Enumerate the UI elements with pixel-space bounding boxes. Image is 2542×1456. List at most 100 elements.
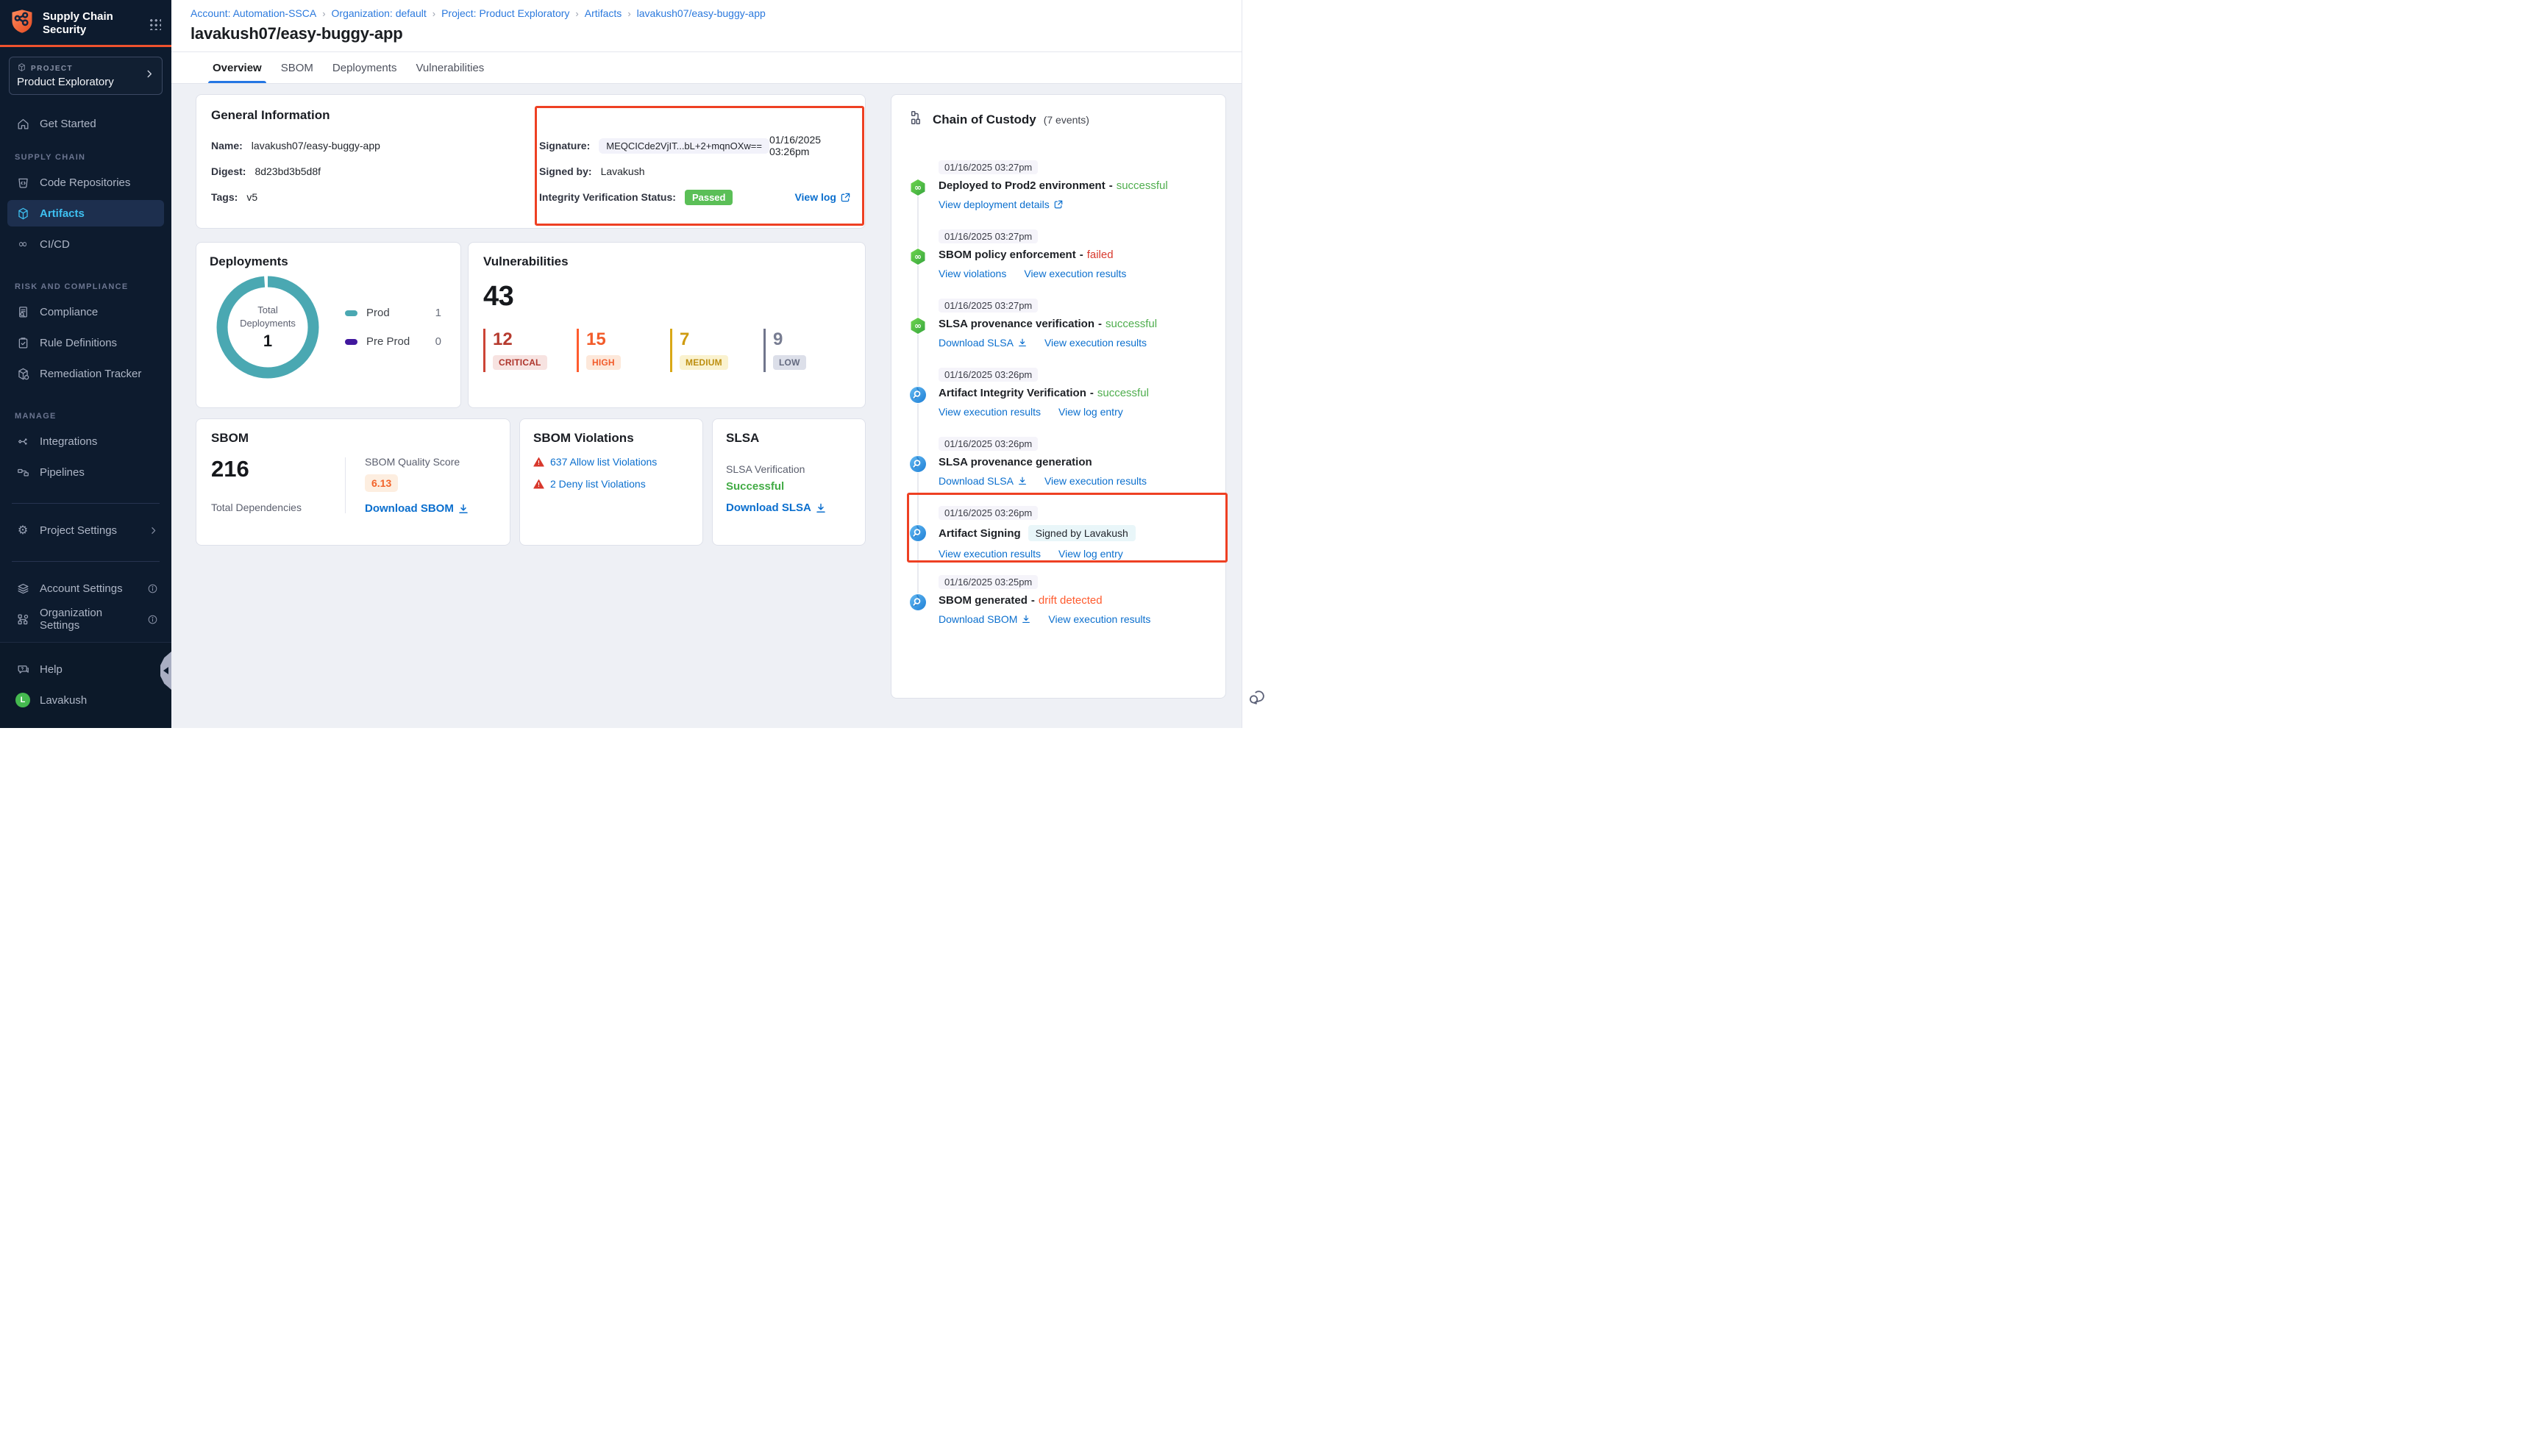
sidebar-item-compliance[interactable]: Compliance xyxy=(7,299,164,325)
sbom-card: SBOM 216 Total Dependencies SBOM Quality… xyxy=(196,418,510,546)
field-signature: Signature: MEQCICde2VjIT...bL+2+mqnOXw==… xyxy=(539,134,850,157)
svg-text:∞: ∞ xyxy=(914,182,922,193)
sidebar-header: Supply Chain Security xyxy=(0,0,171,45)
event-title: Deployed to Prod2 environment xyxy=(939,179,1106,192)
module-grid-icon[interactable] xyxy=(148,16,161,30)
field-digest: Digest: 8d23bd3b5d8f xyxy=(211,165,321,177)
event-status: successful xyxy=(1106,318,1158,330)
breadcrumb-artifact-name[interactable]: lavakush07/easy-buggy-app xyxy=(636,7,766,19)
sidebar-item-integrations[interactable]: Integrations xyxy=(7,428,164,454)
remediation-cube-icon xyxy=(15,365,31,382)
download-slsa-link[interactable]: Download SLSA xyxy=(939,337,1027,349)
download-slsa-link[interactable]: Download SLSA xyxy=(726,502,826,514)
view-execution-results-link[interactable]: View execution results xyxy=(1024,268,1127,279)
view-execution-results-link[interactable]: View execution results xyxy=(1048,613,1151,625)
legend-item-preprod: Pre Prod 0 xyxy=(345,335,441,348)
infinity-icon: ∞ xyxy=(18,237,28,251)
card-title: General Information xyxy=(211,108,330,122)
event-title: SBOM generated xyxy=(939,594,1028,607)
sidebar: Supply Chain Security PROJECT Product Ex… xyxy=(0,0,171,728)
breadcrumb-artifacts[interactable]: Artifacts xyxy=(584,7,622,19)
allow-list-violations-link[interactable]: 637 Allow list Violations xyxy=(550,456,658,468)
nav-section-risk: RISK AND COMPLIANCE xyxy=(15,282,129,291)
download-slsa-link[interactable]: Download SLSA xyxy=(939,475,1027,487)
info-icon[interactable] xyxy=(147,614,158,625)
breadcrumb-project[interactable]: Project: Product Exploratory xyxy=(441,7,570,19)
deployments-donut-chart: Total Deployments 1 xyxy=(213,272,323,382)
card-title: SBOM xyxy=(211,431,249,445)
info-icon[interactable] xyxy=(147,583,158,594)
view-violations-link[interactable]: View violations xyxy=(939,268,1007,279)
supply-chain-security-logo-icon xyxy=(9,7,35,39)
sidebar-footer: Help L Lavakush xyxy=(0,642,171,728)
deployments-legend: Prod 1 Pre Prod 0 xyxy=(323,307,447,348)
sidebar-item-account-settings[interactable]: Account Settings xyxy=(7,575,164,602)
sidebar-item-help[interactable]: Help xyxy=(7,656,164,682)
tab-sbom[interactable]: SBOM xyxy=(280,61,313,74)
event-slsa-provenance-generation: 01/16/2025 03:26pm SLSA provenance gener… xyxy=(909,437,1208,493)
event-title: SLSA provenance verification xyxy=(939,318,1095,330)
tab-overview[interactable]: Overview xyxy=(208,52,266,83)
sidebar-divider xyxy=(12,503,160,504)
chevron-right-icon xyxy=(144,69,154,83)
allow-list-violations-row: 637 Allow list Violations xyxy=(533,456,689,468)
chain-of-custody-panel: Chain of Custody (7 events) ∞ 01/16/2025… xyxy=(891,94,1226,699)
app-title: Supply Chain Security xyxy=(43,10,113,36)
breadcrumb-account[interactable]: Account: Automation-SSCA xyxy=(191,7,317,19)
chevron-right-icon xyxy=(149,526,158,535)
tab-deployments[interactable]: Deployments xyxy=(332,61,397,74)
card-title: SBOM Violations xyxy=(533,431,634,445)
view-log-entry-link[interactable]: View log entry xyxy=(1058,406,1123,418)
project-selector[interactable]: PROJECT Product Exploratory xyxy=(9,57,163,95)
svg-text:∞: ∞ xyxy=(914,321,922,331)
sidebar-item-cicd[interactable]: ∞ CI/CD xyxy=(7,231,164,257)
sidebar-item-pipelines[interactable]: Pipelines xyxy=(7,459,164,485)
sidebar-item-code-repositories[interactable]: Code Repositories xyxy=(7,169,164,196)
legend-item-prod: Prod 1 xyxy=(345,307,441,319)
sidebar-item-get-started[interactable]: Get Started xyxy=(7,110,164,137)
organization-settings-icon xyxy=(15,611,31,627)
compliance-document-icon xyxy=(15,304,31,320)
view-execution-results-link[interactable]: View execution results xyxy=(939,548,1042,560)
field-signed-by: Signed by: Lavakush xyxy=(539,165,645,177)
slsa-card: SLSA SLSA Verification Successful Downlo… xyxy=(712,418,866,546)
donut-total-value: 1 xyxy=(263,331,273,350)
download-sbom-link[interactable]: Download SBOM xyxy=(939,613,1030,625)
tab-vulnerabilities[interactable]: Vulnerabilities xyxy=(416,61,485,74)
view-execution-results-link[interactable]: View execution results xyxy=(1044,475,1147,487)
home-icon xyxy=(15,115,31,132)
view-execution-results-link[interactable]: View execution results xyxy=(939,406,1042,418)
view-deployment-details-link[interactable]: View deployment details xyxy=(939,199,1063,210)
breadcrumb-organization[interactable]: Organization: default xyxy=(331,7,427,19)
download-sbom-link[interactable]: Download SBOM xyxy=(365,502,469,515)
sidebar-item-project-settings[interactable]: ⚙ Project Settings xyxy=(7,517,164,543)
deny-list-violations-link[interactable]: 2 Deny list Violations xyxy=(550,478,646,490)
sidebar-collapse-handle[interactable] xyxy=(160,652,171,690)
sidebar-item-organization-settings[interactable]: Organization Settings xyxy=(7,606,164,632)
breadcrumb-separator: › xyxy=(432,7,436,19)
view-execution-results-link[interactable]: View execution results xyxy=(1044,337,1147,349)
signature-value: MEQCICde2VjIT...bL+2+mqnOXw== xyxy=(599,138,769,154)
slsa-verification-label: SLSA Verification xyxy=(726,463,805,475)
event-artifact-integrity-verification: 01/16/2025 03:26pm Artifact Integrity Ve… xyxy=(909,368,1208,424)
download-icon xyxy=(816,503,825,513)
legend-swatch-prod xyxy=(345,310,357,316)
event-slsa-provenance-verification: ∞ 01/16/2025 03:27pm SLSA provenance ver… xyxy=(909,299,1208,354)
sidebar-item-artifacts[interactable]: Artifacts xyxy=(7,200,164,226)
sidebar-item-user[interactable]: L Lavakush xyxy=(7,687,164,713)
event-deployed-to-prod2: ∞ 01/16/2025 03:27pm Deployed to Prod2 e… xyxy=(909,160,1208,216)
sidebar-divider xyxy=(12,561,160,562)
sidebar-item-remediation-tracker[interactable]: Remediation Tracker xyxy=(7,360,164,387)
chat-help-icon[interactable] xyxy=(1248,688,1267,707)
event-sbom-policy-enforcement: ∞ 01/16/2025 03:27pm SBOM policy enforce… xyxy=(909,229,1208,285)
donut-center-label: Total Deployments xyxy=(240,304,296,329)
ssca-event-icon xyxy=(909,593,927,611)
project-name: Product Exploratory xyxy=(17,76,114,88)
project-label: PROJECT xyxy=(31,64,74,73)
view-log-entry-link[interactable]: View log entry xyxy=(1058,548,1123,560)
event-title: Artifact Signing xyxy=(939,527,1021,540)
sidebar-item-rule-definitions[interactable]: Rule Definitions xyxy=(7,329,164,356)
view-log-link[interactable]: View log xyxy=(794,191,850,203)
sbom-violations-card: SBOM Violations 637 Allow list Violation… xyxy=(519,418,703,546)
tab-bar: Overview SBOM Deployments Vulnerabilitie… xyxy=(171,52,1242,84)
